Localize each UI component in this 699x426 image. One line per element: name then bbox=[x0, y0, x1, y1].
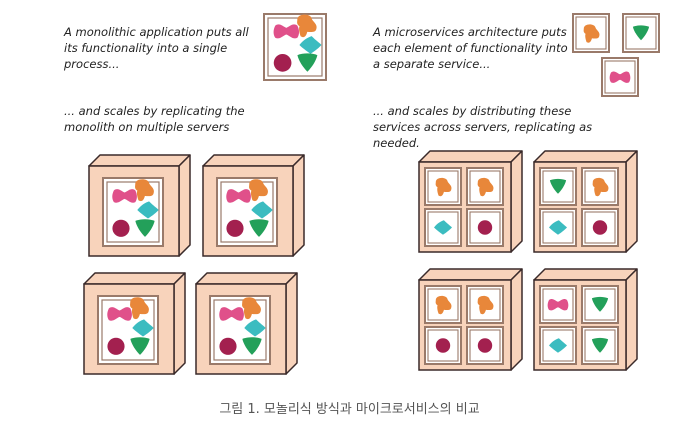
pink-bow-icon bbox=[112, 189, 137, 203]
monolith-server-2 bbox=[202, 154, 305, 257]
microservice bbox=[424, 167, 462, 206]
monolith-scaling-text: ... and scales by replicating the monoli… bbox=[64, 104, 245, 134]
microservice bbox=[424, 208, 462, 247]
orange-blob-icon bbox=[592, 177, 609, 197]
green-triangle-icon bbox=[549, 178, 567, 194]
pink-bow-icon bbox=[226, 189, 251, 203]
microservice bbox=[581, 208, 619, 247]
maroon-circle-icon bbox=[592, 220, 608, 235]
teal-diamond-icon bbox=[132, 319, 154, 337]
monolith-server-3 bbox=[83, 272, 186, 375]
monolith-process bbox=[97, 295, 159, 365]
microservice bbox=[539, 285, 577, 324]
green-triangle-icon bbox=[249, 219, 269, 237]
microservice bbox=[466, 285, 504, 324]
monolith-process bbox=[102, 177, 164, 247]
microservice-server-3 bbox=[418, 268, 523, 371]
orange-blob-icon bbox=[435, 295, 452, 315]
maroon-circle-icon bbox=[477, 220, 493, 235]
microservice-server-2 bbox=[533, 150, 638, 253]
microservice bbox=[572, 13, 610, 53]
teal-diamond-icon bbox=[137, 201, 159, 219]
teal-diamond-icon bbox=[299, 36, 322, 54]
teal-diamond-icon bbox=[549, 220, 567, 235]
monolith-server-4 bbox=[195, 272, 298, 375]
monolith-description: A monolithic application puts all its fu… bbox=[64, 25, 249, 71]
monolith-process bbox=[216, 177, 278, 247]
maroon-circle-icon bbox=[435, 338, 451, 353]
microservice bbox=[601, 57, 639, 97]
microservices-scaling-text: ... and scales by distributing these ser… bbox=[373, 104, 593, 150]
green-triangle-icon bbox=[591, 337, 609, 353]
orange-blob-icon bbox=[130, 297, 149, 320]
maroon-circle-icon bbox=[107, 337, 125, 355]
teal-diamond-icon bbox=[549, 338, 567, 353]
microservice bbox=[539, 326, 577, 365]
microservice bbox=[622, 13, 660, 53]
monolith-process bbox=[209, 295, 271, 365]
pink-bow-icon bbox=[273, 24, 300, 39]
orange-blob-icon bbox=[583, 24, 600, 43]
microservice-server-1 bbox=[418, 150, 523, 253]
green-triangle-icon bbox=[130, 337, 150, 355]
orange-blob-icon bbox=[435, 177, 452, 197]
pink-bow-icon bbox=[609, 71, 631, 83]
maroon-circle-icon bbox=[112, 219, 130, 237]
green-triangle-icon bbox=[242, 337, 262, 355]
microservice-server-4 bbox=[533, 268, 638, 371]
figure-caption: 그림 1. 모놀리식 방식과 마이크로서비스의 비교 bbox=[219, 402, 480, 417]
maroon-circle-icon bbox=[273, 53, 292, 72]
maroon-circle-icon bbox=[219, 337, 237, 355]
maroon-circle-icon bbox=[226, 219, 244, 237]
pink-bow-icon bbox=[219, 307, 244, 321]
orange-blob-icon bbox=[242, 297, 261, 320]
green-triangle-icon bbox=[135, 219, 155, 237]
teal-diamond-icon bbox=[244, 319, 266, 337]
teal-diamond-icon bbox=[434, 220, 452, 235]
orange-blob-icon bbox=[297, 14, 317, 38]
maroon-circle-icon bbox=[477, 338, 493, 353]
monolith-process bbox=[263, 13, 327, 81]
microservice bbox=[466, 326, 504, 365]
green-triangle-icon bbox=[591, 296, 609, 312]
orange-blob-icon bbox=[477, 177, 494, 197]
microservice bbox=[424, 326, 462, 365]
microservice bbox=[539, 208, 577, 247]
orange-blob-icon bbox=[249, 179, 268, 202]
microservice bbox=[581, 167, 619, 206]
pink-bow-icon bbox=[547, 299, 569, 311]
microservice bbox=[466, 208, 504, 247]
microservice bbox=[424, 285, 462, 324]
pink-bow-icon bbox=[107, 307, 132, 321]
microservice bbox=[581, 285, 619, 324]
monolith-server-1 bbox=[88, 154, 191, 257]
teal-diamond-icon bbox=[251, 201, 273, 219]
orange-blob-icon bbox=[477, 295, 494, 315]
microservice bbox=[466, 167, 504, 206]
microservices-description: A microservices architecture puts each e… bbox=[373, 25, 568, 71]
green-triangle-icon bbox=[297, 53, 318, 72]
microservice bbox=[539, 167, 577, 206]
orange-blob-icon bbox=[135, 179, 154, 202]
green-triangle-icon bbox=[632, 25, 650, 41]
microservice bbox=[581, 326, 619, 365]
